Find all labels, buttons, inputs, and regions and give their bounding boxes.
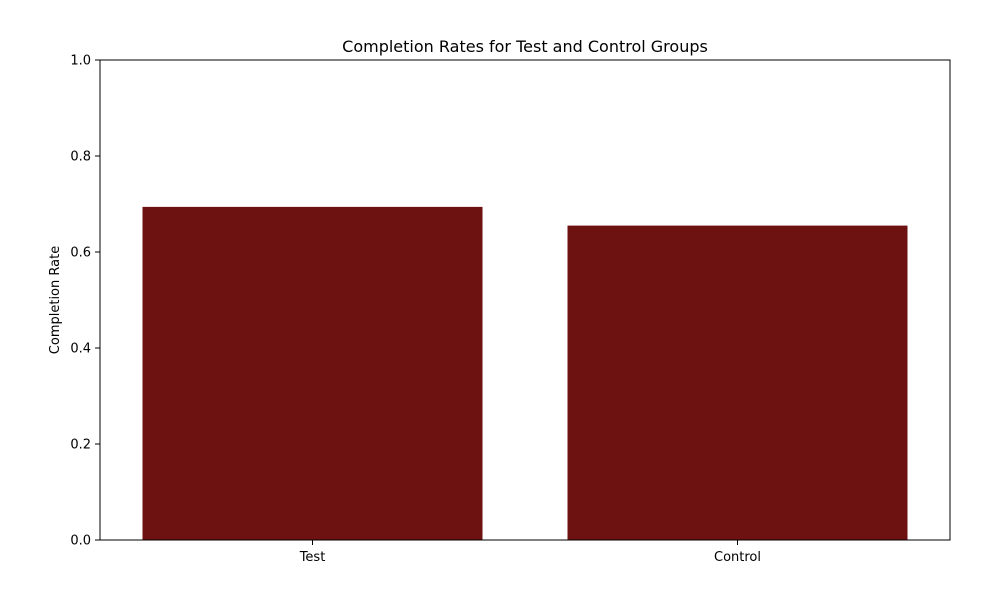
y-tick-label: 0.2 [70,438,91,453]
ticks-layer: Test Control 0.0 0.2 0.4 0.6 0.8 1.0 [70,54,761,566]
y-tick-label: 0.0 [70,534,91,549]
y-tick-label: 0.8 [70,150,91,165]
y-tick-label: 0.4 [70,342,91,357]
x-tick-label: Control [714,550,761,565]
bars-layer [142,206,908,540]
bar-test [142,206,483,540]
plot-frame [99,59,951,541]
bar-control [567,225,908,540]
y-tick-label: 1.0 [70,54,91,69]
chart-title: Completion Rates for Test and Control Gr… [342,37,708,56]
y-tick-label: 0.6 [70,246,91,261]
y-axis-label: Completion Rate [48,246,63,354]
x-tick-label: Test [299,550,326,565]
